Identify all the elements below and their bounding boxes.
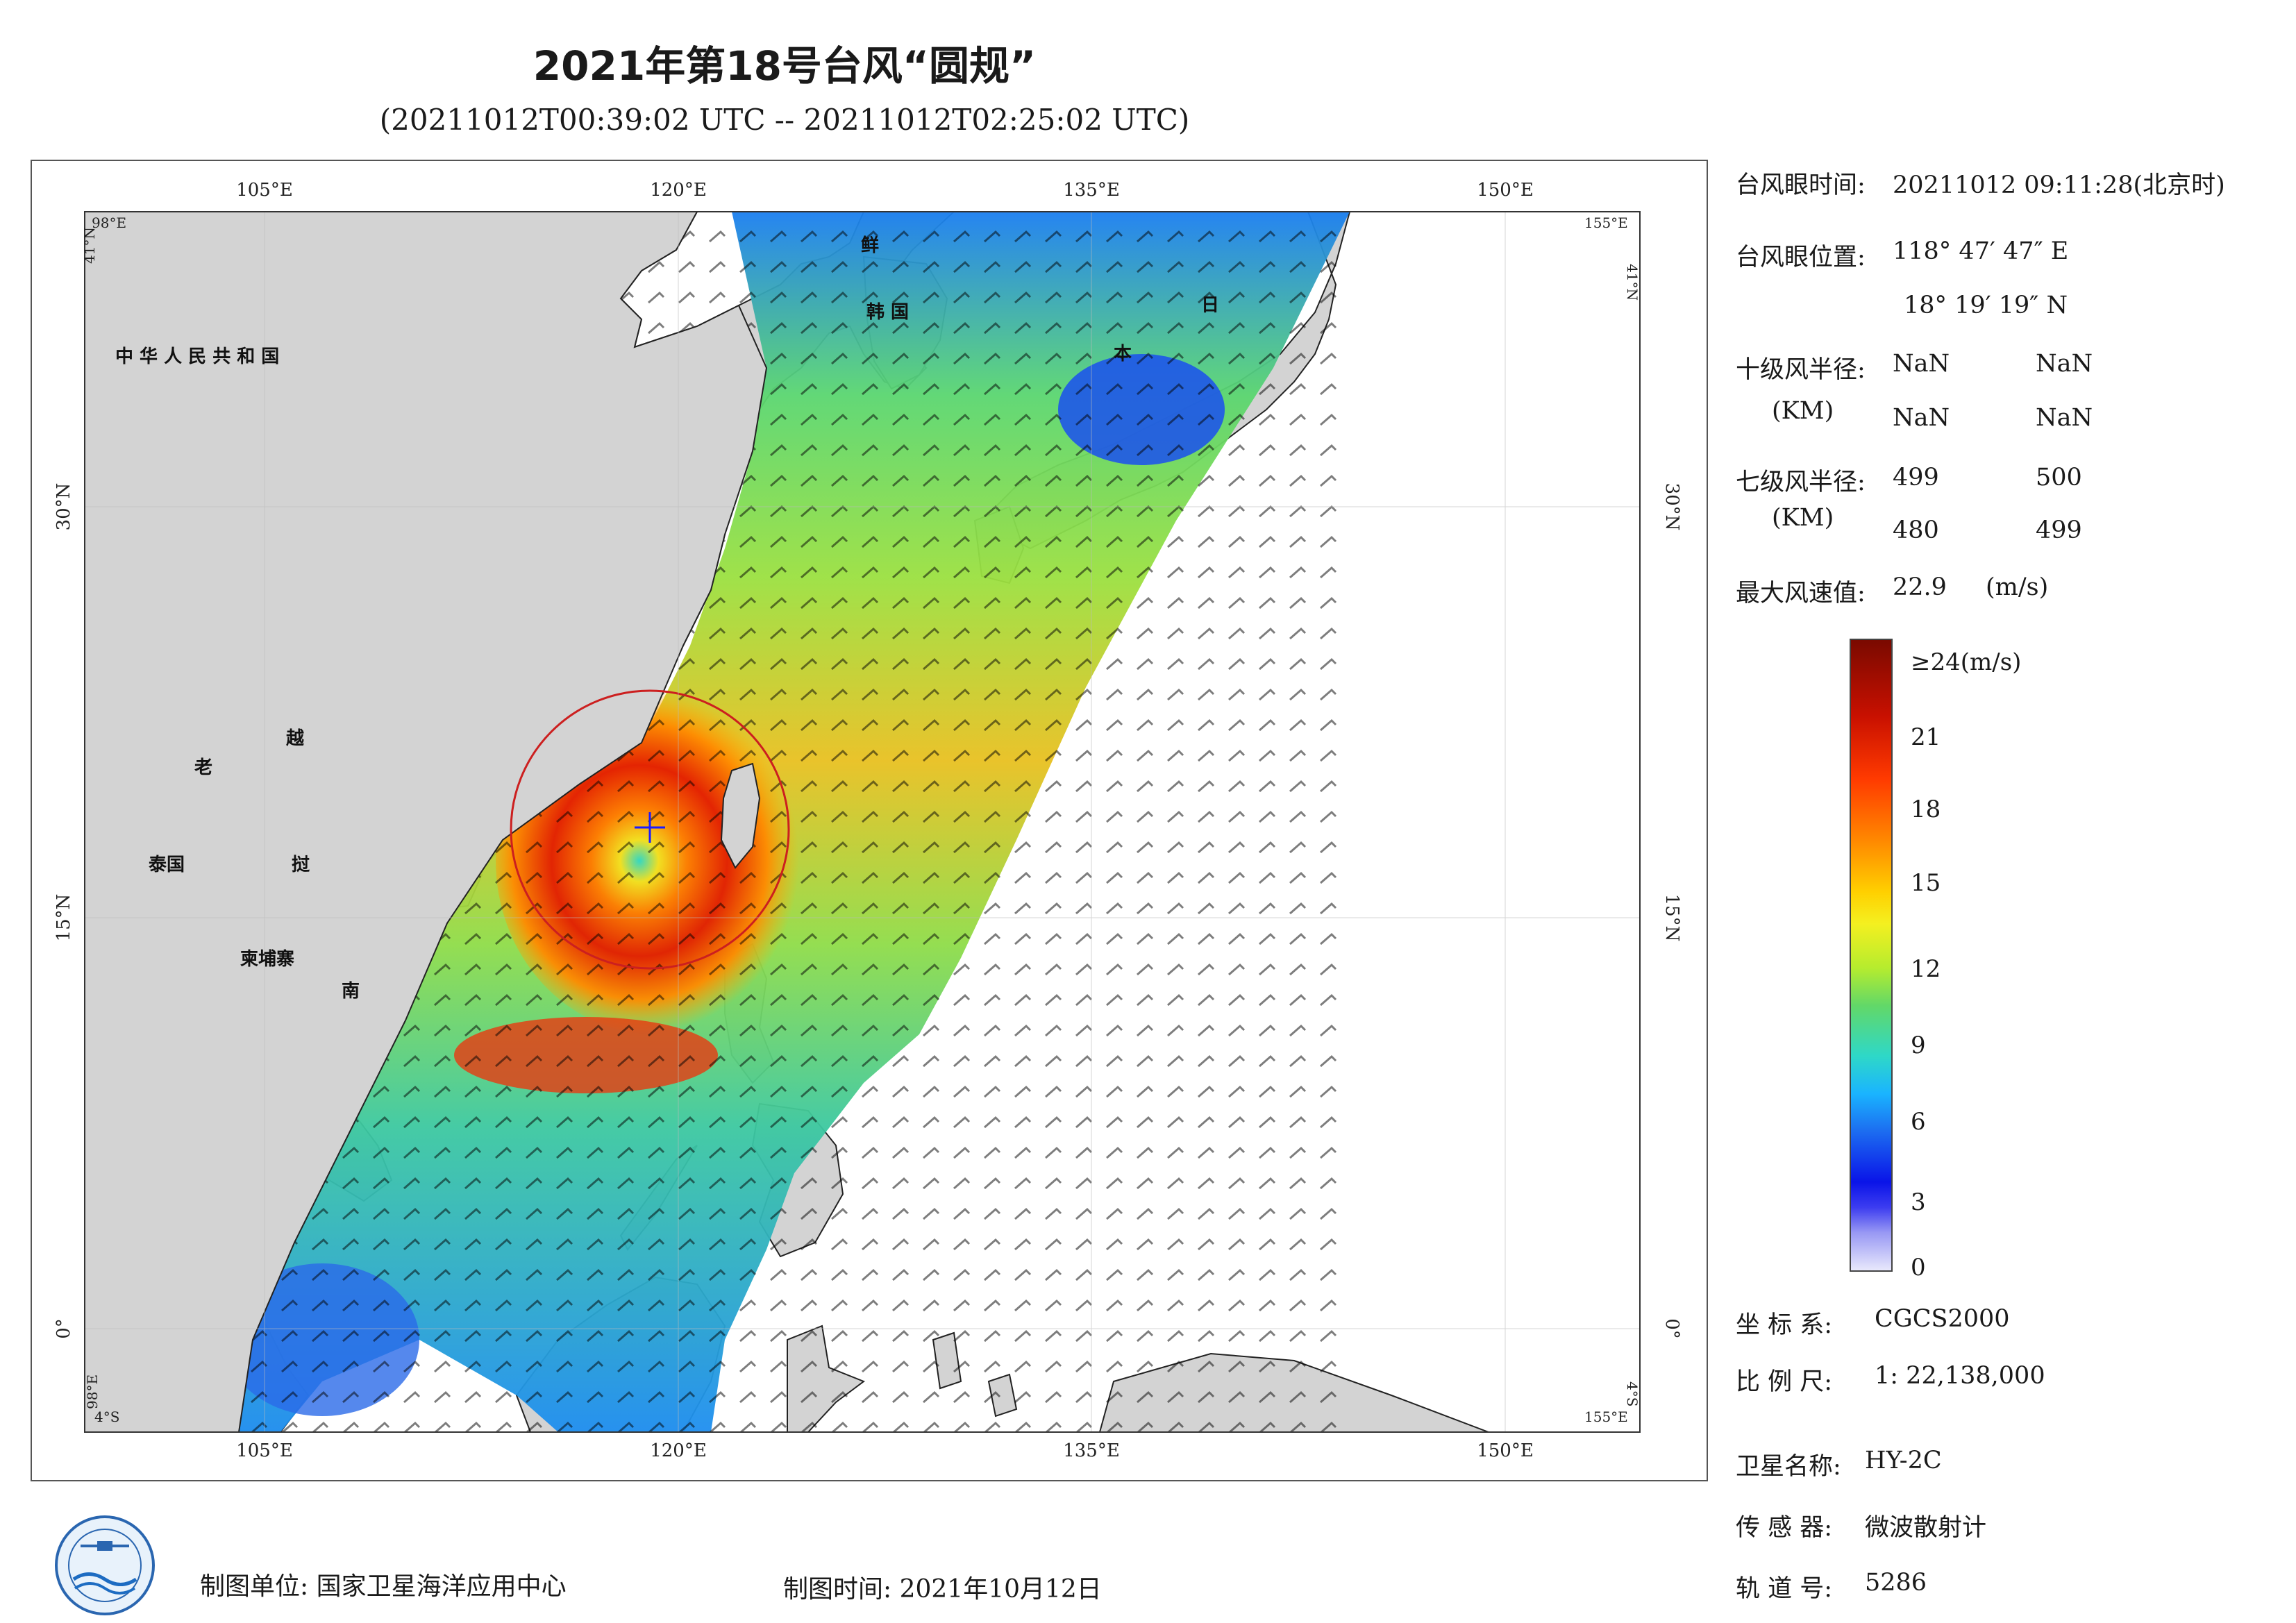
max-wind-label: 最大风速值: (1736, 580, 1866, 607)
producer-label: 制图单位: 国家卫星海洋应用中心 (200, 1572, 567, 1601)
r7-value-1: 499 (1893, 464, 1939, 491)
lon-tick-top-150: 150°E (1477, 180, 1534, 201)
r7-value-2: 500 (2036, 464, 2082, 491)
corner-bl-lat: 4°S (94, 1408, 119, 1425)
corner-br-lon: 155°E (1584, 1408, 1628, 1425)
nsoas-logo-icon (55, 1515, 155, 1615)
lon-tick-bottom-120: 120°E (650, 1440, 707, 1461)
label-laos: 老 (194, 757, 212, 778)
eye-time-label: 台风眼时间: (1736, 171, 1866, 199)
r7-label: 七级风半径: (1736, 469, 1866, 496)
corner-tl-lat: 41°N (81, 227, 98, 264)
corner-tr-lon: 155°E (1584, 215, 1628, 231)
lat-tick-right-0: 0° (1661, 1318, 1682, 1339)
seven-level-wind-radius-circle (510, 689, 790, 970)
r7-unit: (KM) (1772, 504, 1834, 532)
corner-tr-lat: 41°N (1624, 264, 1641, 301)
eye-longitude: 118° 47′ 47″ E (1893, 237, 2069, 265)
eye-latitude: 18° 19′ 19″ N (1904, 292, 2068, 319)
r10-value-4: NaN (2036, 404, 2093, 432)
lat-tick-right-15: 15°N (1661, 894, 1682, 942)
r7-value-4: 499 (2036, 516, 2082, 544)
lat-tick-right-30: 30°N (1661, 483, 1682, 531)
corner-bl-lon: 98°E (84, 1374, 101, 1409)
graticule (85, 212, 1640, 1432)
label-korea-1: 鲜 (861, 235, 879, 256)
colorbar-label-12: 12 (1911, 955, 1941, 983)
r10-label: 十级风半径: (1736, 356, 1866, 384)
label-japan-1: 日 (1201, 295, 1219, 316)
r10-value-1: NaN (1893, 350, 1950, 378)
colorbar-label-15: 15 (1911, 869, 1941, 897)
wind-field-map: 105°E 120°E 135°E 150°E 105°E 120°E 135°… (53, 180, 1682, 1461)
lon-tick-top-120: 120°E (650, 180, 707, 201)
time-range-subtitle: (20211012T00:39:02 UTC -- 20211012T02:25… (379, 103, 1190, 137)
label-myanmar-piece: 挝 (292, 855, 310, 875)
scale-value: 1: 22,138,000 (1875, 1362, 2045, 1390)
label-vietnam-1: 越 (286, 728, 305, 749)
scale-label: 比 例 尺: (1736, 1368, 1833, 1396)
wind-speed-colorbar (1850, 639, 1893, 1272)
r10-value-2: NaN (2036, 350, 2093, 378)
crs-label: 坐 标 系: (1736, 1311, 1833, 1339)
typhoon-eye-marker (635, 812, 665, 843)
colorbar-label-24: ≥24(m/s) (1911, 648, 2022, 676)
satellite-value: HY-2C (1865, 1447, 1942, 1474)
label-japan-2: 本 (1114, 344, 1132, 364)
lat-tick-left-0: 0° (53, 1318, 74, 1339)
colorbar-label-0: 0 (1911, 1254, 1926, 1281)
eye-time-value: 20211012 09:11:28(北京时) (1893, 171, 2225, 199)
lon-tick-top-105: 105°E (236, 180, 293, 201)
colorbar-label-3: 3 (1911, 1188, 1926, 1216)
crs-value: CGCS2000 (1875, 1305, 2010, 1333)
colorbar-label-6: 6 (1911, 1108, 1926, 1136)
r7-value-3: 480 (1893, 516, 1939, 544)
orbit-label: 轨 道 号: (1736, 1575, 1833, 1603)
label-vietnam-2: 南 (342, 981, 360, 1002)
label-cambodia: 柬埔寨 (240, 948, 294, 970)
sensor-label: 传 感 器: (1736, 1514, 1833, 1542)
lat-tick-left-15: 15°N (53, 894, 74, 942)
r10-unit: (KM) (1772, 397, 1834, 425)
r10-value-3: NaN (1893, 404, 1950, 432)
map-title: 2021年第18号台风“圆规” (533, 42, 1037, 90)
lat-tick-left-30: 30°N (53, 483, 74, 531)
max-wind-unit: (m/s) (1986, 573, 2049, 601)
production-date: 制图时间: 2021年10月12日 (783, 1575, 1102, 1604)
max-wind-value: 22.9 (1893, 573, 1947, 601)
colorbar-label-9: 9 (1911, 1032, 1926, 1059)
sensor-value: 微波散射计 (1865, 1514, 1987, 1542)
satellite-label: 卫星名称: (1736, 1453, 1841, 1481)
label-china: 中 华 人 民 共 和 国 (115, 346, 279, 367)
corner-tl-lon: 98°E (92, 215, 126, 231)
label-thailand: 泰国 (149, 855, 185, 875)
orbit-value: 5286 (1865, 1569, 1927, 1597)
colorbar-label-18: 18 (1911, 796, 1941, 823)
lon-tick-top-135: 135°E (1063, 180, 1120, 201)
label-korea-2: 韩 国 (866, 302, 909, 323)
lon-tick-bottom-105: 105°E (236, 1440, 293, 1461)
lon-tick-bottom-150: 150°E (1477, 1440, 1534, 1461)
colorbar-label-21: 21 (1911, 723, 1941, 751)
eye-position-label: 台风眼位置: (1736, 244, 1866, 271)
lon-tick-bottom-135: 135°E (1063, 1440, 1120, 1461)
map-frame (31, 160, 1708, 1481)
corner-br-lat: 4°S (1624, 1381, 1641, 1406)
